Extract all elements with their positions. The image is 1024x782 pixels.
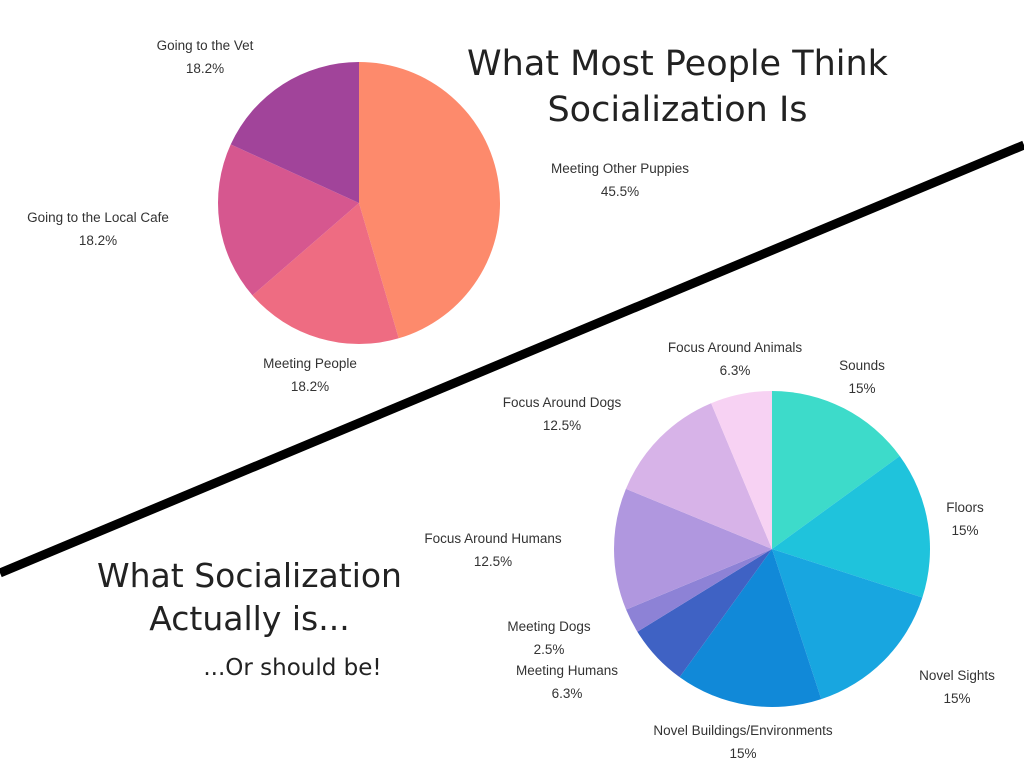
title-line-1: What Socialization <box>97 556 402 595</box>
pie-slice-focus-around-humans <box>613 488 772 610</box>
slice-label-value: 15% <box>729 746 756 761</box>
slice-label-name: Focus Around Animals <box>668 340 803 355</box>
slice-label-floors: Floors 15% <box>946 500 984 538</box>
slice-label-going-to-the-local-cafe: Going to the Local Cafe 18.2% <box>27 210 169 248</box>
slice-label-name: Focus Around Humans <box>424 531 562 546</box>
chart-title-actual: What Socialization Actually is... <box>52 555 447 641</box>
pie-slice-going-to-the-local-cafe <box>218 144 359 296</box>
slice-label-meeting-other-puppies: Meeting Other Puppies 45.5% <box>551 161 689 199</box>
slice-label-name: Going to the Local Cafe <box>27 210 169 225</box>
slice-label-value: 15% <box>848 381 875 396</box>
slice-label-focus-around-humans: Focus Around Humans 12.5% <box>424 531 562 569</box>
slice-label-name: Meeting Dogs <box>507 619 591 634</box>
slice-label-going-to-the-vet: Going to the Vet 18.2% <box>157 38 254 76</box>
slice-label-value: 12.5% <box>543 418 581 433</box>
slice-label-value: 45.5% <box>601 184 639 199</box>
slice-label-name: Meeting Other Puppies <box>551 161 689 176</box>
slice-label-name: Meeting Humans <box>516 663 618 678</box>
pie-slice-focus-around-dogs <box>625 403 772 549</box>
slice-label-value: 18.2% <box>291 379 329 394</box>
pie-slice-sounds <box>772 391 900 549</box>
title-line-2: Socialization Is <box>547 89 808 130</box>
slice-label-value: 15% <box>943 691 970 706</box>
slice-label-novel-buildings-environments: Novel Buildings/Environments 15% <box>653 723 833 761</box>
slice-label-sounds: Sounds 15% <box>839 358 885 396</box>
slice-label-meeting-dogs: Meeting Dogs 2.5% <box>507 619 591 657</box>
slice-label-value: 2.5% <box>534 642 565 657</box>
slice-label-novel-sights: Novel Sights 15% <box>919 668 995 706</box>
diagonal-divider-line <box>0 140 1024 578</box>
pie-slice-meeting-dogs <box>626 549 772 632</box>
chart-title-common-belief: What Most People Think Socialization Is <box>445 42 910 133</box>
pie-chart-common-belief: Meeting Other Puppies 45.5% Meeting People… <box>27 38 689 394</box>
slice-label-value: 12.5% <box>474 554 512 569</box>
slice-label-name: Going to the Vet <box>157 38 254 53</box>
pie-slice-going-to-the-vet <box>230 62 359 203</box>
slice-label-value: 15% <box>951 523 978 538</box>
slice-label-focus-around-dogs: Focus Around Dogs 12.5% <box>503 395 622 433</box>
pie-slice-floors <box>772 456 930 598</box>
slice-label-focus-around-animals: Focus Around Animals 6.3% <box>668 340 803 378</box>
slice-label-name: Meeting People <box>263 356 357 371</box>
pie-slice-meeting-humans <box>637 549 772 678</box>
slice-label-name: Novel Sights <box>919 668 995 683</box>
pie-slice-novel-sights <box>772 549 923 700</box>
title-line-2: Actually is... <box>149 598 350 638</box>
slice-label-name: Focus Around Dogs <box>503 395 622 410</box>
pie-chart-actual-socialization: Sounds 15%Floors 15%Novel Sights 15%Novel B… <box>424 340 995 761</box>
title-line-1: What Most People Think <box>467 44 888 84</box>
slice-label-meeting-humans: Meeting Humans 6.3% <box>516 663 618 701</box>
slice-label-value: 18.2% <box>186 61 224 76</box>
slice-label-name: Sounds <box>839 358 885 373</box>
chart-subtitle-actual: ...Or should be! <box>203 655 382 681</box>
pie-slice-meeting-people <box>252 203 399 344</box>
slice-label-name: Floors <box>946 500 984 515</box>
pie-slice-meeting-other-puppies <box>359 62 500 339</box>
pie-slice-novel-buildings-environments <box>679 549 822 708</box>
slice-label-value: 6.3% <box>552 686 583 701</box>
slice-label-meeting-people: Meeting People 18.2% <box>263 356 357 394</box>
slice-label-value: 18.2% <box>79 233 117 248</box>
slice-label-name: Novel Buildings/Environments <box>653 723 833 738</box>
pie-slice-focus-around-animals <box>711 391 772 549</box>
slice-label-value: 6.3% <box>720 363 751 378</box>
